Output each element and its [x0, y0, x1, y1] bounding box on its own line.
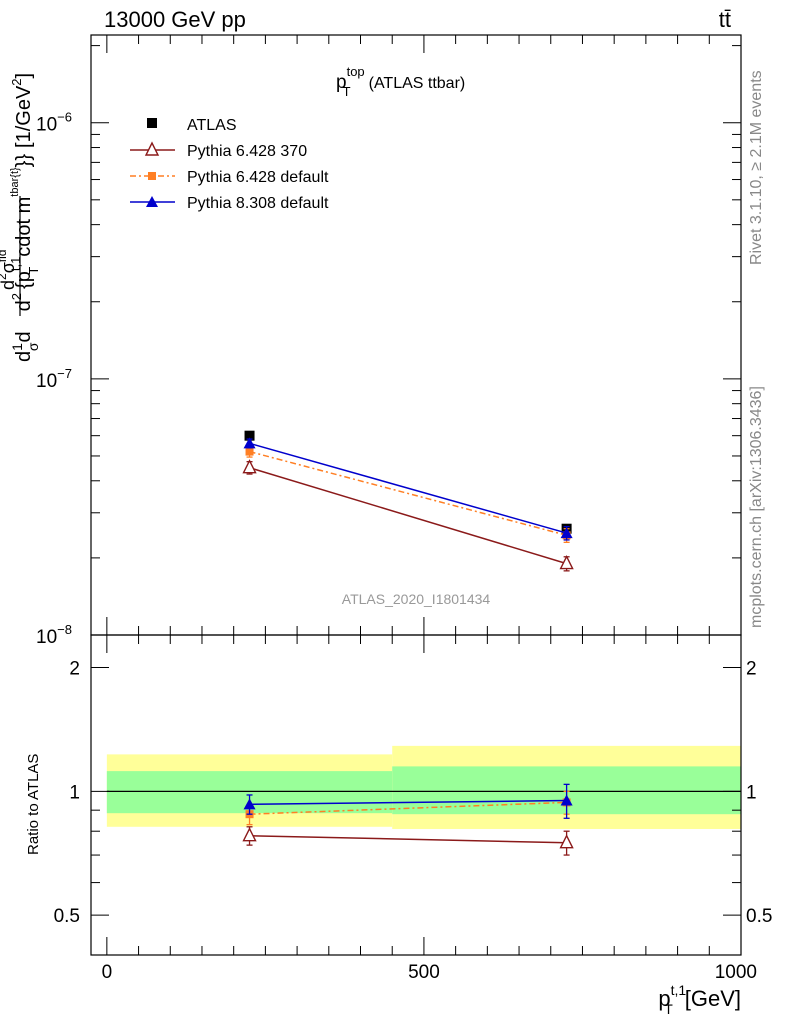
ratio-series-point — [560, 794, 573, 806]
ratio-series-line — [249, 834, 567, 844]
ratio-series-point — [243, 798, 256, 810]
legend-title-main: p — [336, 72, 347, 93]
svg-text:d2σfid: d2σfid — [0, 250, 18, 291]
x-tick-label: 0 — [102, 962, 113, 983]
legend-label-py8-default: Pythia 8.308 default — [187, 195, 329, 212]
ratio-y-tick-label: 2 — [69, 659, 80, 680]
legend-entry-py6-default: Pythia 6.428 default — [130, 169, 329, 186]
main-y-axis-title-numerator: d2σfid — [0, 196, 21, 316]
watermark: ATLAS_2020_I1801434 — [342, 591, 491, 607]
ratio-y-tick-label-right: 0.5 — [746, 906, 772, 927]
main-y-tick-label: 10−7 — [36, 366, 72, 392]
legend-title-suffix: (ATLAS ttbar) — [369, 75, 466, 92]
legend-entry-py8-default: Pythia 8.308 default — [130, 195, 329, 212]
legend-label-atlas: ATLAS — [187, 117, 237, 134]
main-series-point — [244, 430, 255, 441]
ratio-bands — [106, 745, 741, 829]
ratio-y-tick-label: 1 — [69, 782, 80, 803]
ratio-series-point — [242, 827, 257, 842]
rivet-label: Rivet 3.1.10, ≥ 2.1M events — [748, 70, 765, 265]
legend-entry-py6-370: Pythia 6.428 370 — [130, 141, 307, 160]
legend-marker-py6-default — [148, 172, 156, 180]
legend-marker-atlas — [147, 118, 157, 128]
main-panel: 10−6 10−7 10−8 ATLAS_2020_I1801434 ptop T (A… — [0, 34, 742, 648]
main-series-point — [242, 459, 257, 474]
main-x-ticks — [106, 35, 742, 635]
legend: ATLAS Pythia 6.428 370 Pythia 6.428 defa… — [130, 117, 329, 212]
ratio-y-ticks: 2 2 1 1 0.5 0.5 — [54, 659, 772, 956]
ratio-frame — [90, 634, 742, 956]
main-series-line — [249, 466, 567, 565]
main-series — [242, 430, 574, 572]
ratio-y-tick-label: 0.5 — [54, 906, 80, 927]
main-series-point — [245, 447, 254, 456]
ratio-y-tick-label-right: 2 — [746, 659, 757, 680]
main-y-tick-label: 10−8 — [36, 622, 72, 648]
x-tick-label: 500 — [408, 962, 440, 983]
legend-marker-py8-default — [146, 196, 158, 207]
source-label: mcplots.cern.ch [arXiv:1306.3436] — [748, 386, 765, 628]
legend-title-sub: T — [343, 84, 351, 99]
ratio-y-axis-title: Ratio to ATLAS — [25, 754, 42, 855]
legend-marker-py6-370 — [144, 141, 160, 156]
ratio-series-line — [249, 799, 567, 806]
ratio-x-ticks: 0 500 1000 — [102, 635, 757, 983]
main-series-line — [249, 450, 567, 537]
energy-label: 13000 GeV pp — [104, 7, 246, 32]
legend-label-py6-default: Pythia 6.428 default — [187, 169, 329, 186]
legend-entry-atlas: ATLAS — [147, 117, 237, 134]
process-label: tt̄ — [719, 7, 731, 32]
ratio-y-tick-label-right: 1 — [746, 782, 757, 803]
x-axis-title: pt,1 T [GeV] — [658, 982, 741, 1017]
main-series-point — [560, 527, 573, 539]
ratio-series-point — [559, 834, 574, 849]
legend-label-py6-370: Pythia 6.428 370 — [187, 143, 307, 160]
main-y-ticks: 10−6 10−7 10−8 — [36, 45, 741, 648]
legend-title-sup: top — [347, 64, 365, 79]
ratio-panel: 2 2 1 1 0.5 0.5 0 500 1000 Ratio to ATLAS pt,1 T… — [25, 634, 772, 1017]
main-y-tick-label: 10−6 — [36, 110, 72, 136]
ratio-series — [242, 783, 574, 856]
main-series-line — [249, 442, 567, 534]
legend-title: ptop T (ATLAS ttbar) — [336, 64, 465, 99]
main-series-point — [559, 555, 574, 570]
ratio-series-line — [249, 801, 567, 815]
main-y-axis-title: d1σdd2{pt,1 Tcdot mtbar{t}}}[1/GeV2] — [8, 73, 41, 362]
x-tick-label: 1000 — [715, 962, 757, 983]
main-series-point — [243, 437, 256, 449]
